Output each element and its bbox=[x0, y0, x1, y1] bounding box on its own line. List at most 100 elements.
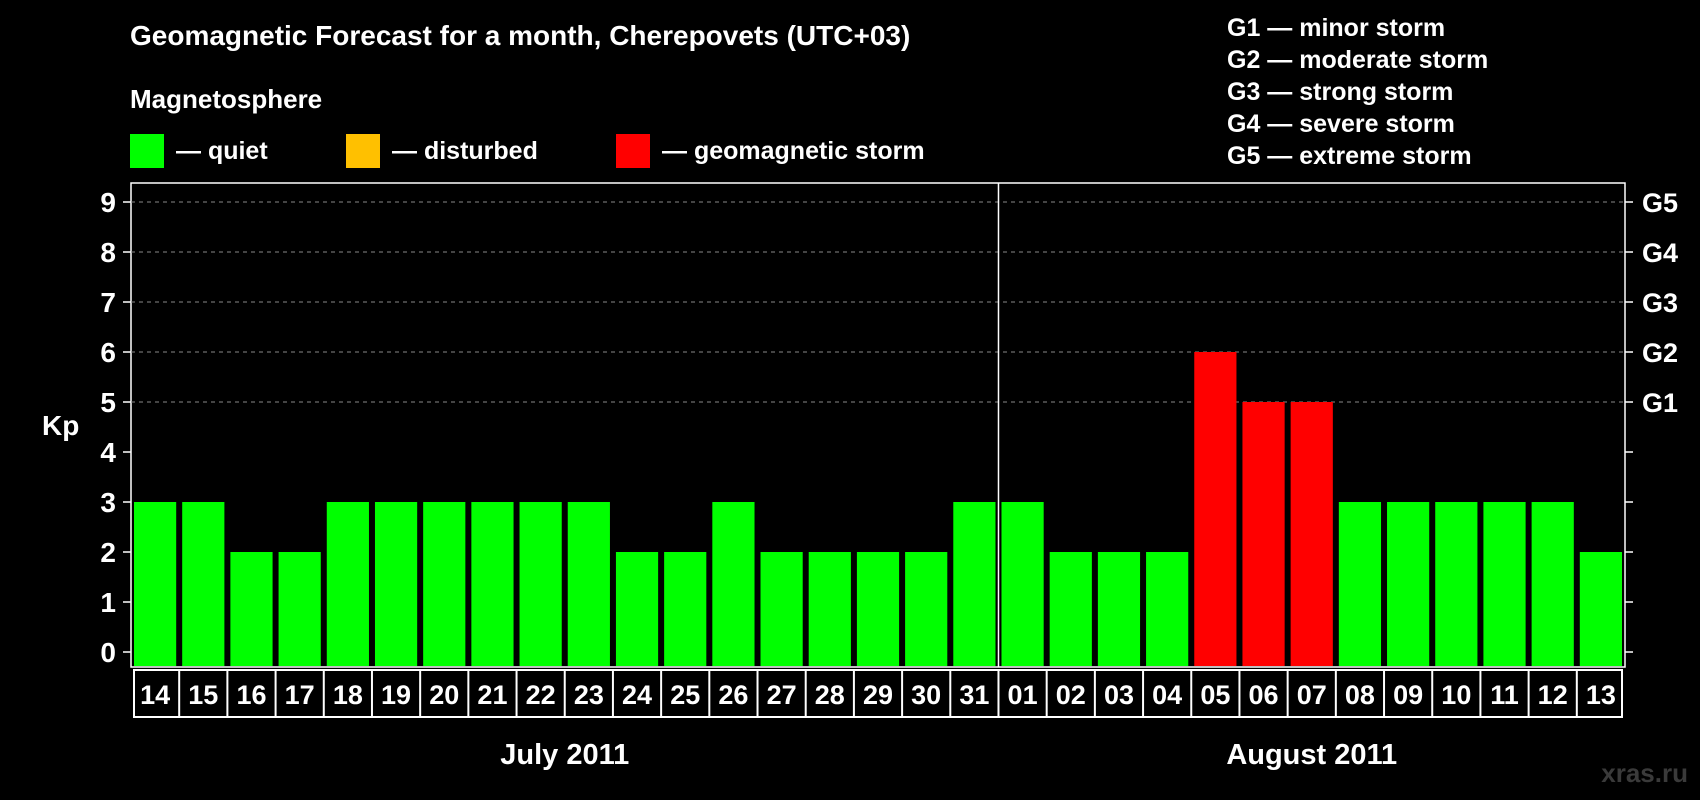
month-label: July 2011 bbox=[500, 739, 629, 771]
x-tick-label: 04 bbox=[1152, 680, 1182, 710]
storm-level-g4: G4 — severe storm bbox=[1227, 110, 1455, 138]
y-tick-label: 7 bbox=[100, 287, 116, 318]
x-tick-label: 09 bbox=[1393, 680, 1423, 710]
legend-label-quiet: — quiet bbox=[176, 136, 268, 165]
right-axis-label: G5 bbox=[1642, 188, 1678, 218]
bar bbox=[1242, 402, 1285, 666]
right-axis-label: G1 bbox=[1642, 388, 1678, 418]
legend-item-quiet: — quiet bbox=[130, 134, 268, 168]
y-tick-label: 2 bbox=[100, 537, 116, 568]
x-tick-label: 02 bbox=[1056, 680, 1086, 710]
x-tick-label: 31 bbox=[959, 680, 989, 710]
x-tick-label: 14 bbox=[140, 680, 170, 710]
bar bbox=[1001, 502, 1044, 666]
x-tick-label: 29 bbox=[863, 680, 893, 710]
x-tick-label: 15 bbox=[188, 680, 218, 710]
x-tick-label: 28 bbox=[815, 680, 845, 710]
x-tick-label: 22 bbox=[526, 680, 556, 710]
x-tick-label: 07 bbox=[1297, 680, 1327, 710]
y-tick-label: 6 bbox=[100, 337, 116, 368]
bar bbox=[905, 552, 948, 666]
x-tick-label: 19 bbox=[381, 680, 411, 710]
bar bbox=[519, 502, 562, 666]
bar bbox=[567, 502, 610, 666]
legend-swatch-quiet bbox=[130, 134, 164, 168]
x-tick-label: 25 bbox=[670, 680, 700, 710]
x-tick-label: 18 bbox=[333, 680, 363, 710]
site-credit: xras.ru bbox=[1601, 758, 1688, 788]
x-tick-label: 13 bbox=[1586, 680, 1616, 710]
x-tick-label: 17 bbox=[285, 680, 315, 710]
bar bbox=[134, 502, 177, 666]
bar bbox=[953, 502, 996, 666]
bar bbox=[471, 502, 514, 666]
bar bbox=[278, 552, 321, 666]
x-tick-label: 26 bbox=[718, 680, 748, 710]
bar bbox=[1531, 502, 1574, 666]
bar bbox=[1387, 502, 1430, 666]
storm-level-g5: G5 — extreme storm bbox=[1227, 142, 1472, 170]
y-tick-label: 9 bbox=[100, 187, 116, 218]
x-tick-label: 20 bbox=[429, 680, 459, 710]
storm-level-g1: G1 — minor storm bbox=[1227, 14, 1446, 42]
x-tick-label: 24 bbox=[622, 680, 652, 710]
bar bbox=[374, 502, 418, 666]
bar bbox=[856, 552, 900, 666]
bar bbox=[326, 502, 369, 666]
x-tick-label: 27 bbox=[767, 680, 797, 710]
bar bbox=[230, 552, 273, 666]
bar bbox=[712, 502, 755, 666]
y-tick-label: 0 bbox=[100, 637, 116, 668]
storm-level-g3: G3 — strong storm bbox=[1227, 78, 1454, 106]
y-axis-label: Kp bbox=[42, 410, 80, 441]
legend-label-storm: — geomagnetic storm bbox=[662, 136, 925, 165]
y-tick-label: 8 bbox=[100, 237, 116, 268]
x-tick-label: 21 bbox=[477, 680, 507, 710]
bar bbox=[1338, 502, 1382, 666]
bar bbox=[1290, 402, 1333, 666]
x-tick-label: 11 bbox=[1490, 680, 1519, 710]
bar bbox=[182, 502, 225, 666]
legend-label-disturbed: — disturbed bbox=[392, 136, 538, 165]
x-tick-label: 10 bbox=[1441, 680, 1471, 710]
x-tick-label: 30 bbox=[911, 680, 941, 710]
bar bbox=[1049, 552, 1092, 666]
x-tick-label: 01 bbox=[1008, 680, 1038, 710]
x-tick-label: 03 bbox=[1104, 680, 1134, 710]
storm-level-list: G1 — minor storm G2 — moderate storm G3 … bbox=[1227, 12, 1488, 172]
plot-frame bbox=[130, 182, 1626, 668]
chart-title: Geomagnetic Forecast for a month, Cherep… bbox=[130, 20, 911, 51]
x-tick-label: 12 bbox=[1538, 680, 1568, 710]
y-tick-label: 5 bbox=[100, 387, 116, 418]
legend-item-disturbed: — disturbed bbox=[346, 134, 538, 168]
bar bbox=[1194, 352, 1237, 666]
bar bbox=[423, 502, 466, 666]
legend-heading: Magnetosphere bbox=[130, 84, 323, 114]
category-axis-box bbox=[133, 669, 1623, 718]
x-tick-label: 08 bbox=[1345, 680, 1375, 710]
right-axis-label: G3 bbox=[1642, 288, 1678, 318]
bar bbox=[808, 552, 851, 666]
x-tick-label: 05 bbox=[1200, 680, 1230, 710]
right-axis-label: G2 bbox=[1642, 338, 1678, 368]
bar bbox=[1483, 502, 1526, 666]
x-tick-label: 23 bbox=[574, 680, 604, 710]
bar bbox=[1146, 552, 1189, 666]
bar bbox=[1435, 502, 1478, 666]
bar bbox=[1579, 552, 1622, 666]
legend-swatch-disturbed bbox=[346, 134, 380, 168]
legend-swatch-storm bbox=[616, 134, 650, 168]
legend-item-storm: — geomagnetic storm bbox=[616, 134, 925, 168]
x-tick-label: 16 bbox=[236, 680, 266, 710]
month-label: August 2011 bbox=[1226, 739, 1397, 771]
y-tick-label: 1 bbox=[100, 587, 116, 618]
y-tick-label: 3 bbox=[100, 487, 116, 518]
x-tick-label: 06 bbox=[1249, 680, 1279, 710]
right-axis-label: G4 bbox=[1642, 238, 1678, 268]
storm-level-g2: G2 — moderate storm bbox=[1227, 46, 1489, 74]
bar bbox=[664, 552, 707, 666]
bar bbox=[615, 552, 659, 666]
bar bbox=[760, 552, 803, 666]
bar bbox=[1097, 552, 1141, 666]
